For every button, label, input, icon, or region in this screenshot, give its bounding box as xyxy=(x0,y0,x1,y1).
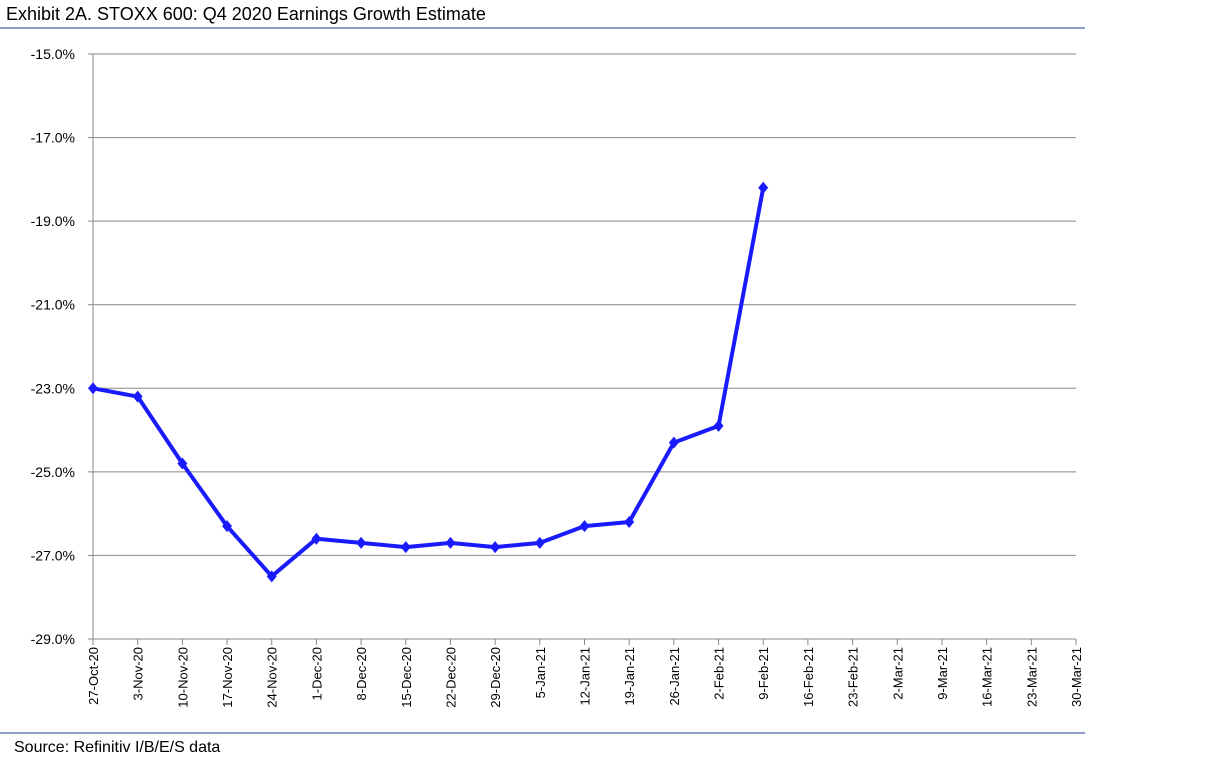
source-note: Source: Refinitiv I/B/E/S data xyxy=(14,739,220,756)
x-tick-label: 9-Mar-21 xyxy=(935,647,950,700)
data-point xyxy=(88,382,98,395)
y-tick-label: -15.0% xyxy=(31,46,75,62)
x-tick-label: 24-Nov-20 xyxy=(265,647,280,708)
series-line xyxy=(92,187,766,579)
x-tick-label: 23-Feb-21 xyxy=(846,647,861,707)
x-tick-label: 16-Feb-21 xyxy=(801,647,816,707)
x-tick-label: 5-Jan-21 xyxy=(533,647,548,698)
y-tick-label: -27.0% xyxy=(31,547,75,563)
data-point xyxy=(222,520,233,533)
data-point xyxy=(266,570,277,583)
x-tick-label: 16-Mar-21 xyxy=(980,647,995,707)
data-point xyxy=(400,541,411,554)
x-tick-label: 1-Dec-20 xyxy=(309,647,324,700)
y-tick-label: -25.0% xyxy=(31,464,75,480)
y-tick-label: -29.0% xyxy=(31,631,75,647)
data-point xyxy=(534,536,545,549)
x-tick-label: 30-Mar-21 xyxy=(1069,647,1084,707)
data-point xyxy=(758,181,769,194)
x-tick-label: 29-Dec-20 xyxy=(488,647,503,708)
y-tick-label: -19.0% xyxy=(31,213,75,229)
data-point xyxy=(668,436,679,449)
data-point xyxy=(132,390,143,403)
y-tick-label: -17.0% xyxy=(31,130,75,146)
x-tick-label: 9-Feb-21 xyxy=(756,647,771,700)
x-tick-label: 10-Nov-20 xyxy=(175,647,190,708)
x-tick-label: 23-Mar-21 xyxy=(1024,647,1039,707)
x-tick-label: 15-Dec-20 xyxy=(399,647,414,708)
x-tick-label: 22-Dec-20 xyxy=(443,647,458,708)
data-point xyxy=(311,532,322,545)
data-point xyxy=(356,536,367,549)
x-tick-label: 8-Dec-20 xyxy=(354,647,369,700)
x-tick-label: 3-Nov-20 xyxy=(131,647,146,700)
data-point xyxy=(579,520,590,533)
data-point xyxy=(490,541,501,554)
chart-title: Exhibit 2A. STOXX 600: Q4 2020 Earnings … xyxy=(6,4,486,24)
x-tick-label: 12-Jan-21 xyxy=(578,647,593,706)
x-tick-label: 2-Mar-21 xyxy=(890,647,905,700)
x-tick-label: 26-Jan-21 xyxy=(667,647,682,706)
y-tick-label: -21.0% xyxy=(31,297,75,313)
data-point xyxy=(624,516,635,528)
x-tick-label: 2-Feb-21 xyxy=(712,647,727,700)
x-tick-label: 27-Oct-20 xyxy=(86,647,101,705)
data-point xyxy=(177,457,188,470)
data-point xyxy=(713,419,724,432)
data-point xyxy=(445,536,456,549)
x-tick-label: 17-Nov-20 xyxy=(220,647,235,708)
y-tick-label: -23.0% xyxy=(31,380,75,396)
x-tick-label: 19-Jan-21 xyxy=(622,647,637,706)
